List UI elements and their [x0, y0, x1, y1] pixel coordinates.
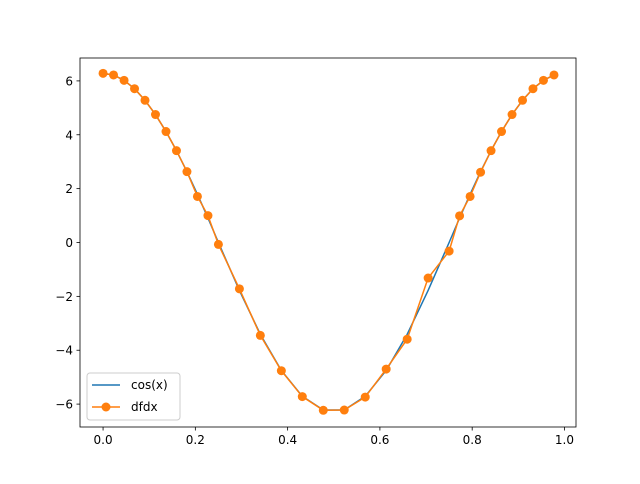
data-point	[423, 273, 433, 283]
data-point	[486, 146, 496, 156]
data-point	[549, 70, 559, 80]
data-point	[130, 84, 140, 94]
data-point	[528, 84, 538, 94]
data-point	[360, 392, 370, 402]
data-point	[276, 366, 286, 376]
data-point	[318, 405, 328, 415]
data-point	[109, 70, 119, 80]
x-tick-label: 0.6	[370, 433, 389, 447]
series-layer	[98, 68, 559, 415]
data-point	[203, 211, 213, 221]
legend-label-dfdx: dfdx	[131, 400, 158, 414]
data-point	[234, 284, 244, 294]
x-tick-label: 0.0	[94, 433, 113, 447]
data-point	[213, 239, 223, 249]
data-point	[98, 68, 108, 78]
data-point	[538, 75, 548, 85]
x-axis-ticks: 0.0 0.2 0.4 0.6 0.8 1.0	[94, 427, 574, 447]
data-point	[518, 95, 528, 105]
data-point	[161, 127, 171, 137]
data-point	[497, 127, 507, 137]
data-point	[339, 405, 349, 415]
data-point	[444, 246, 454, 256]
data-point	[507, 110, 517, 120]
data-point	[255, 330, 265, 340]
x-tick-label: 0.4	[278, 433, 297, 447]
x-tick-label: 0.2	[186, 433, 205, 447]
data-point	[140, 95, 150, 105]
axes-frame	[79, 57, 577, 428]
y-tick-label: −2	[55, 290, 73, 304]
data-point	[297, 392, 307, 402]
y-axis-ticks: −6 −4 −2 0 2 4 6	[55, 74, 80, 412]
data-point	[455, 211, 465, 221]
y-tick-label: −4	[55, 344, 73, 358]
data-point	[150, 110, 160, 120]
y-tick-label: 2	[65, 182, 73, 196]
data-point	[465, 191, 475, 201]
y-tick-label: 4	[65, 128, 73, 142]
data-point	[402, 334, 412, 344]
legend-marker-dfdx	[101, 402, 111, 412]
y-tick-label: −6	[55, 398, 73, 412]
x-tick-label: 0.8	[463, 433, 482, 447]
data-point	[381, 364, 391, 374]
data-point	[182, 167, 192, 177]
legend: cos(x) dfdx	[86, 372, 181, 421]
x-tick-label: 1.0	[555, 433, 574, 447]
y-tick-label: 6	[65, 74, 73, 88]
data-point	[119, 75, 129, 85]
data-point	[192, 191, 202, 201]
data-point	[171, 146, 181, 156]
legend-label-cos: cos(x)	[131, 378, 168, 392]
y-tick-label: 0	[65, 236, 73, 250]
data-point	[476, 167, 486, 177]
